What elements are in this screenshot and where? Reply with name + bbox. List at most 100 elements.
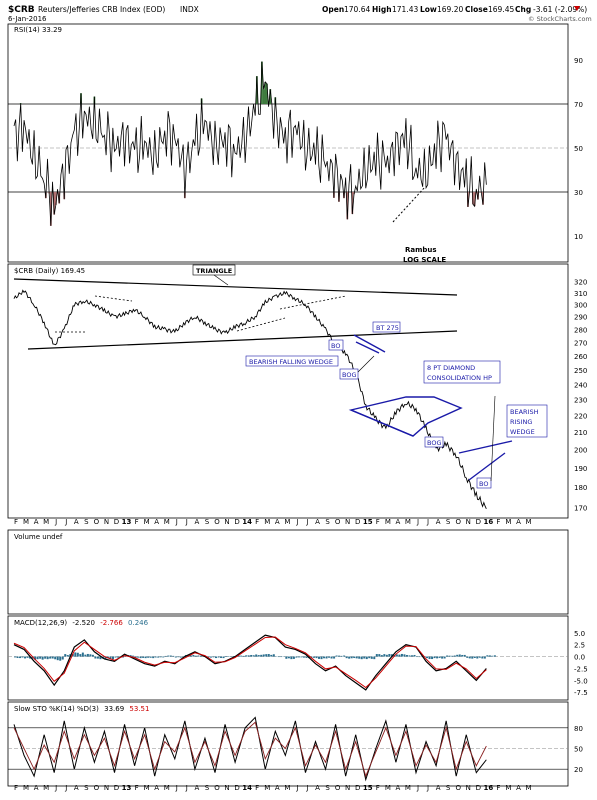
triangle-top-line <box>13 278 458 296</box>
x-tick-label: M <box>23 784 29 792</box>
quote-open-label: Open <box>322 5 344 14</box>
x-tick-label: O <box>94 518 100 526</box>
macd-y-tick: -5.0 <box>574 677 588 685</box>
macd-histogram-bar <box>390 654 393 657</box>
price-y-tick: 250 <box>574 367 587 375</box>
macd-histogram-bar <box>360 656 363 660</box>
sto-title-label: Slow STO %K(14) %D(3) <box>14 705 99 713</box>
macd-histogram-bar <box>471 656 474 659</box>
x-tick-label: M <box>405 518 411 526</box>
macd-histogram-bar <box>413 654 416 657</box>
macd-histogram-bar <box>177 656 180 658</box>
x-tick-label: J <box>426 518 429 526</box>
x-tick-label: 16 <box>483 784 493 792</box>
macd-title-hist: 0.246 <box>128 619 149 627</box>
macd-histogram-bar <box>262 654 265 657</box>
x-tick-label: A <box>195 784 200 792</box>
macd-histogram-bar <box>438 656 441 658</box>
x-tick-label: A <box>275 784 280 792</box>
x-tick-label: O <box>455 518 461 526</box>
macd-histogram-bar <box>458 654 461 657</box>
x-tick-label: A <box>34 518 39 526</box>
macd-histogram-bar <box>385 654 388 657</box>
macd-histogram-bar <box>267 654 270 657</box>
sto-title: Slow STO %K(14) %D(3) 33.69 53.51 <box>14 705 149 713</box>
macd-histogram-bar <box>152 656 155 659</box>
macd-histogram-bar <box>111 656 114 660</box>
rsi-title: RSI(14) 33.29 <box>14 26 62 34</box>
macd-histogram-bar <box>310 656 313 658</box>
macd-histogram-bar <box>463 654 466 657</box>
macd-y-tick: -2.5 <box>574 665 588 673</box>
macd-title-signal: -2.766 <box>100 619 123 627</box>
x-tick-label: J <box>295 518 298 526</box>
x-tick-label: M <box>264 518 270 526</box>
macd-histogram-bar <box>272 654 275 657</box>
macd-histogram-bar <box>114 656 117 658</box>
macd-histogram-bar <box>345 656 348 659</box>
rsi-y-tick: 90 <box>574 57 583 65</box>
x-tick-label: 15 <box>363 518 373 526</box>
macd-histogram-bar <box>252 655 255 657</box>
price-plot: 170 180 190 200 210 220 230 240 250 260 270 280 290 3… <box>13 279 587 513</box>
rising-wedge-label-1: BEARISH <box>510 408 539 416</box>
macd-histogram-bar <box>44 656 47 659</box>
macd-histogram-bar <box>132 655 135 657</box>
macd-histogram-bar <box>139 656 142 659</box>
macd-histogram-bar <box>94 656 97 659</box>
macd-histogram-bar <box>353 656 356 659</box>
x-tick-label: S <box>84 518 89 526</box>
x-tick-label: J <box>295 784 298 792</box>
x-tick-label: M <box>144 784 150 792</box>
x-tick-label: D <box>355 518 360 526</box>
macd-histogram-bar <box>323 656 326 659</box>
x-tick-label: M <box>405 784 411 792</box>
bo2-box <box>476 477 492 489</box>
x-tick-label: O <box>214 518 220 526</box>
volume-panel <box>7 529 569 615</box>
macd-histogram-bar <box>179 656 182 658</box>
macd-histogram-bar <box>222 656 225 659</box>
x-tick-label: S <box>84 784 89 792</box>
macd-histogram-bar <box>378 654 381 657</box>
x-tick-label: A <box>154 518 159 526</box>
macd-histogram-bar <box>446 655 449 657</box>
macd-histogram-bar <box>192 655 195 657</box>
macd-histogram-bar <box>137 656 140 658</box>
macd-histogram-bar <box>89 654 92 657</box>
volume-title: Volume undef <box>14 533 63 541</box>
macd-histogram-bar <box>225 656 228 657</box>
price-y-tick: 190 <box>574 465 587 473</box>
macd-histogram-bar <box>189 655 192 657</box>
macd-signal-line <box>13 636 487 689</box>
macd-histogram-bar <box>117 656 120 658</box>
triangle-label: TRIANGLE <box>196 267 232 275</box>
macd-histogram-bar <box>478 656 481 658</box>
macd-line <box>13 634 487 691</box>
macd-histogram-bar <box>265 654 268 657</box>
x-tick-label: M <box>164 784 170 792</box>
macd-histogram-bar <box>240 655 243 657</box>
macd-histogram-bar <box>373 656 376 660</box>
rsi-panel <box>7 23 569 263</box>
macd-histogram-bar <box>368 656 371 659</box>
rsi-y-tick: 30 <box>574 189 583 197</box>
macd-histogram-bar <box>408 655 411 657</box>
price-annotations: TRIANGLE BO BT 275 BEARISH FALLING WEDGE… <box>13 264 548 489</box>
x-tick-label: D <box>234 784 239 792</box>
macd-histogram-bar <box>370 656 373 659</box>
sto-k-line <box>13 716 487 782</box>
macd-histogram-bar <box>443 656 446 659</box>
macd-histogram-bar <box>207 656 210 658</box>
author-name: Rambus <box>405 246 437 254</box>
x-tick-label: D <box>114 784 119 792</box>
rising-wedge-label-2: RISING <box>510 418 532 426</box>
sto-title-k: 33.69 <box>104 705 124 713</box>
macd-histogram-bar <box>16 656 19 659</box>
x-tick-label: A <box>315 518 320 526</box>
x-tick-label: J <box>175 518 178 526</box>
bo1-label: BO <box>331 342 340 350</box>
macd-histogram-bar <box>260 654 263 657</box>
sto-plot: 20 50 80 <box>8 716 583 782</box>
macd-histogram-bar <box>41 656 44 660</box>
